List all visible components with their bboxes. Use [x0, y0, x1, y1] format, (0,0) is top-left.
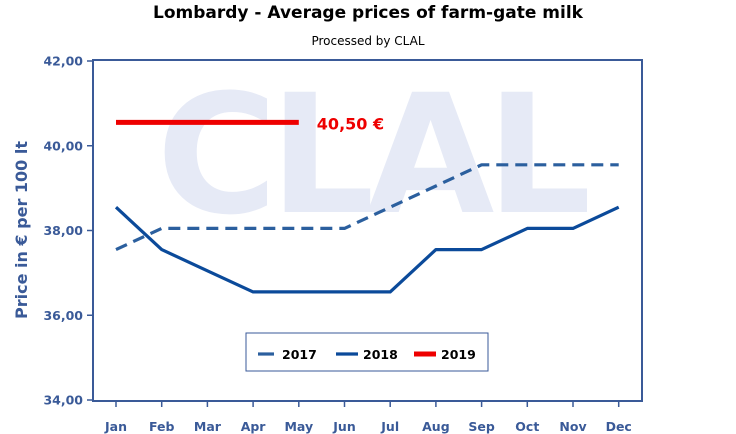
legend-label-2018: 2018 [363, 347, 398, 362]
legend: 2017 2018 2019 [245, 332, 489, 372]
legend-label-2017: 2017 [282, 347, 317, 362]
x-axis-ticks: Jan Feb Mar Apr May Jun Jul Aug Sep Oct Nov Dec [104, 401, 632, 434]
x-tick-label: Sep [468, 419, 494, 434]
series-line-2017 [115, 163, 619, 252]
legend-label-2019: 2019 [441, 347, 476, 362]
x-tick-label: Apr [241, 419, 267, 434]
series-layer [114, 119, 620, 294]
y-tick-label: 40,00 [43, 138, 83, 153]
chart-subtitle: Processed by CLAL [311, 34, 425, 48]
y-tick-label: 34,00 [43, 393, 83, 408]
x-tick-label: Feb [149, 419, 175, 434]
x-tick-label: Oct [515, 419, 539, 434]
x-tick-label: Aug [422, 419, 450, 434]
x-tick-label: Dec [606, 419, 632, 434]
chart-title: Lombardy - Average prices of farm-gate m… [153, 3, 583, 23]
clal-watermark: CLAL [156, 59, 587, 251]
series-line-2018 [114, 205, 620, 294]
y-tick-label: 42,00 [43, 54, 83, 69]
x-tick-label: Jun [332, 419, 355, 434]
x-tick-label: May [284, 419, 313, 434]
annotation-label: 40,50 € [317, 114, 384, 133]
annotations: 40,50 € [317, 114, 384, 133]
y-axis-ticks: 34,00 36,00 38,00 40,00 42,00 [43, 54, 93, 408]
x-tick-label: Jan [104, 419, 127, 434]
legend-box [245, 332, 489, 372]
y-axis-label: Price in € per 100 lt [12, 141, 31, 319]
y-tick-label: 38,00 [43, 223, 83, 238]
x-tick-label: Mar [194, 419, 222, 434]
x-tick-label: Nov [559, 419, 586, 434]
y-tick-label: 36,00 [43, 308, 83, 323]
x-tick-label: Jul [380, 419, 399, 434]
